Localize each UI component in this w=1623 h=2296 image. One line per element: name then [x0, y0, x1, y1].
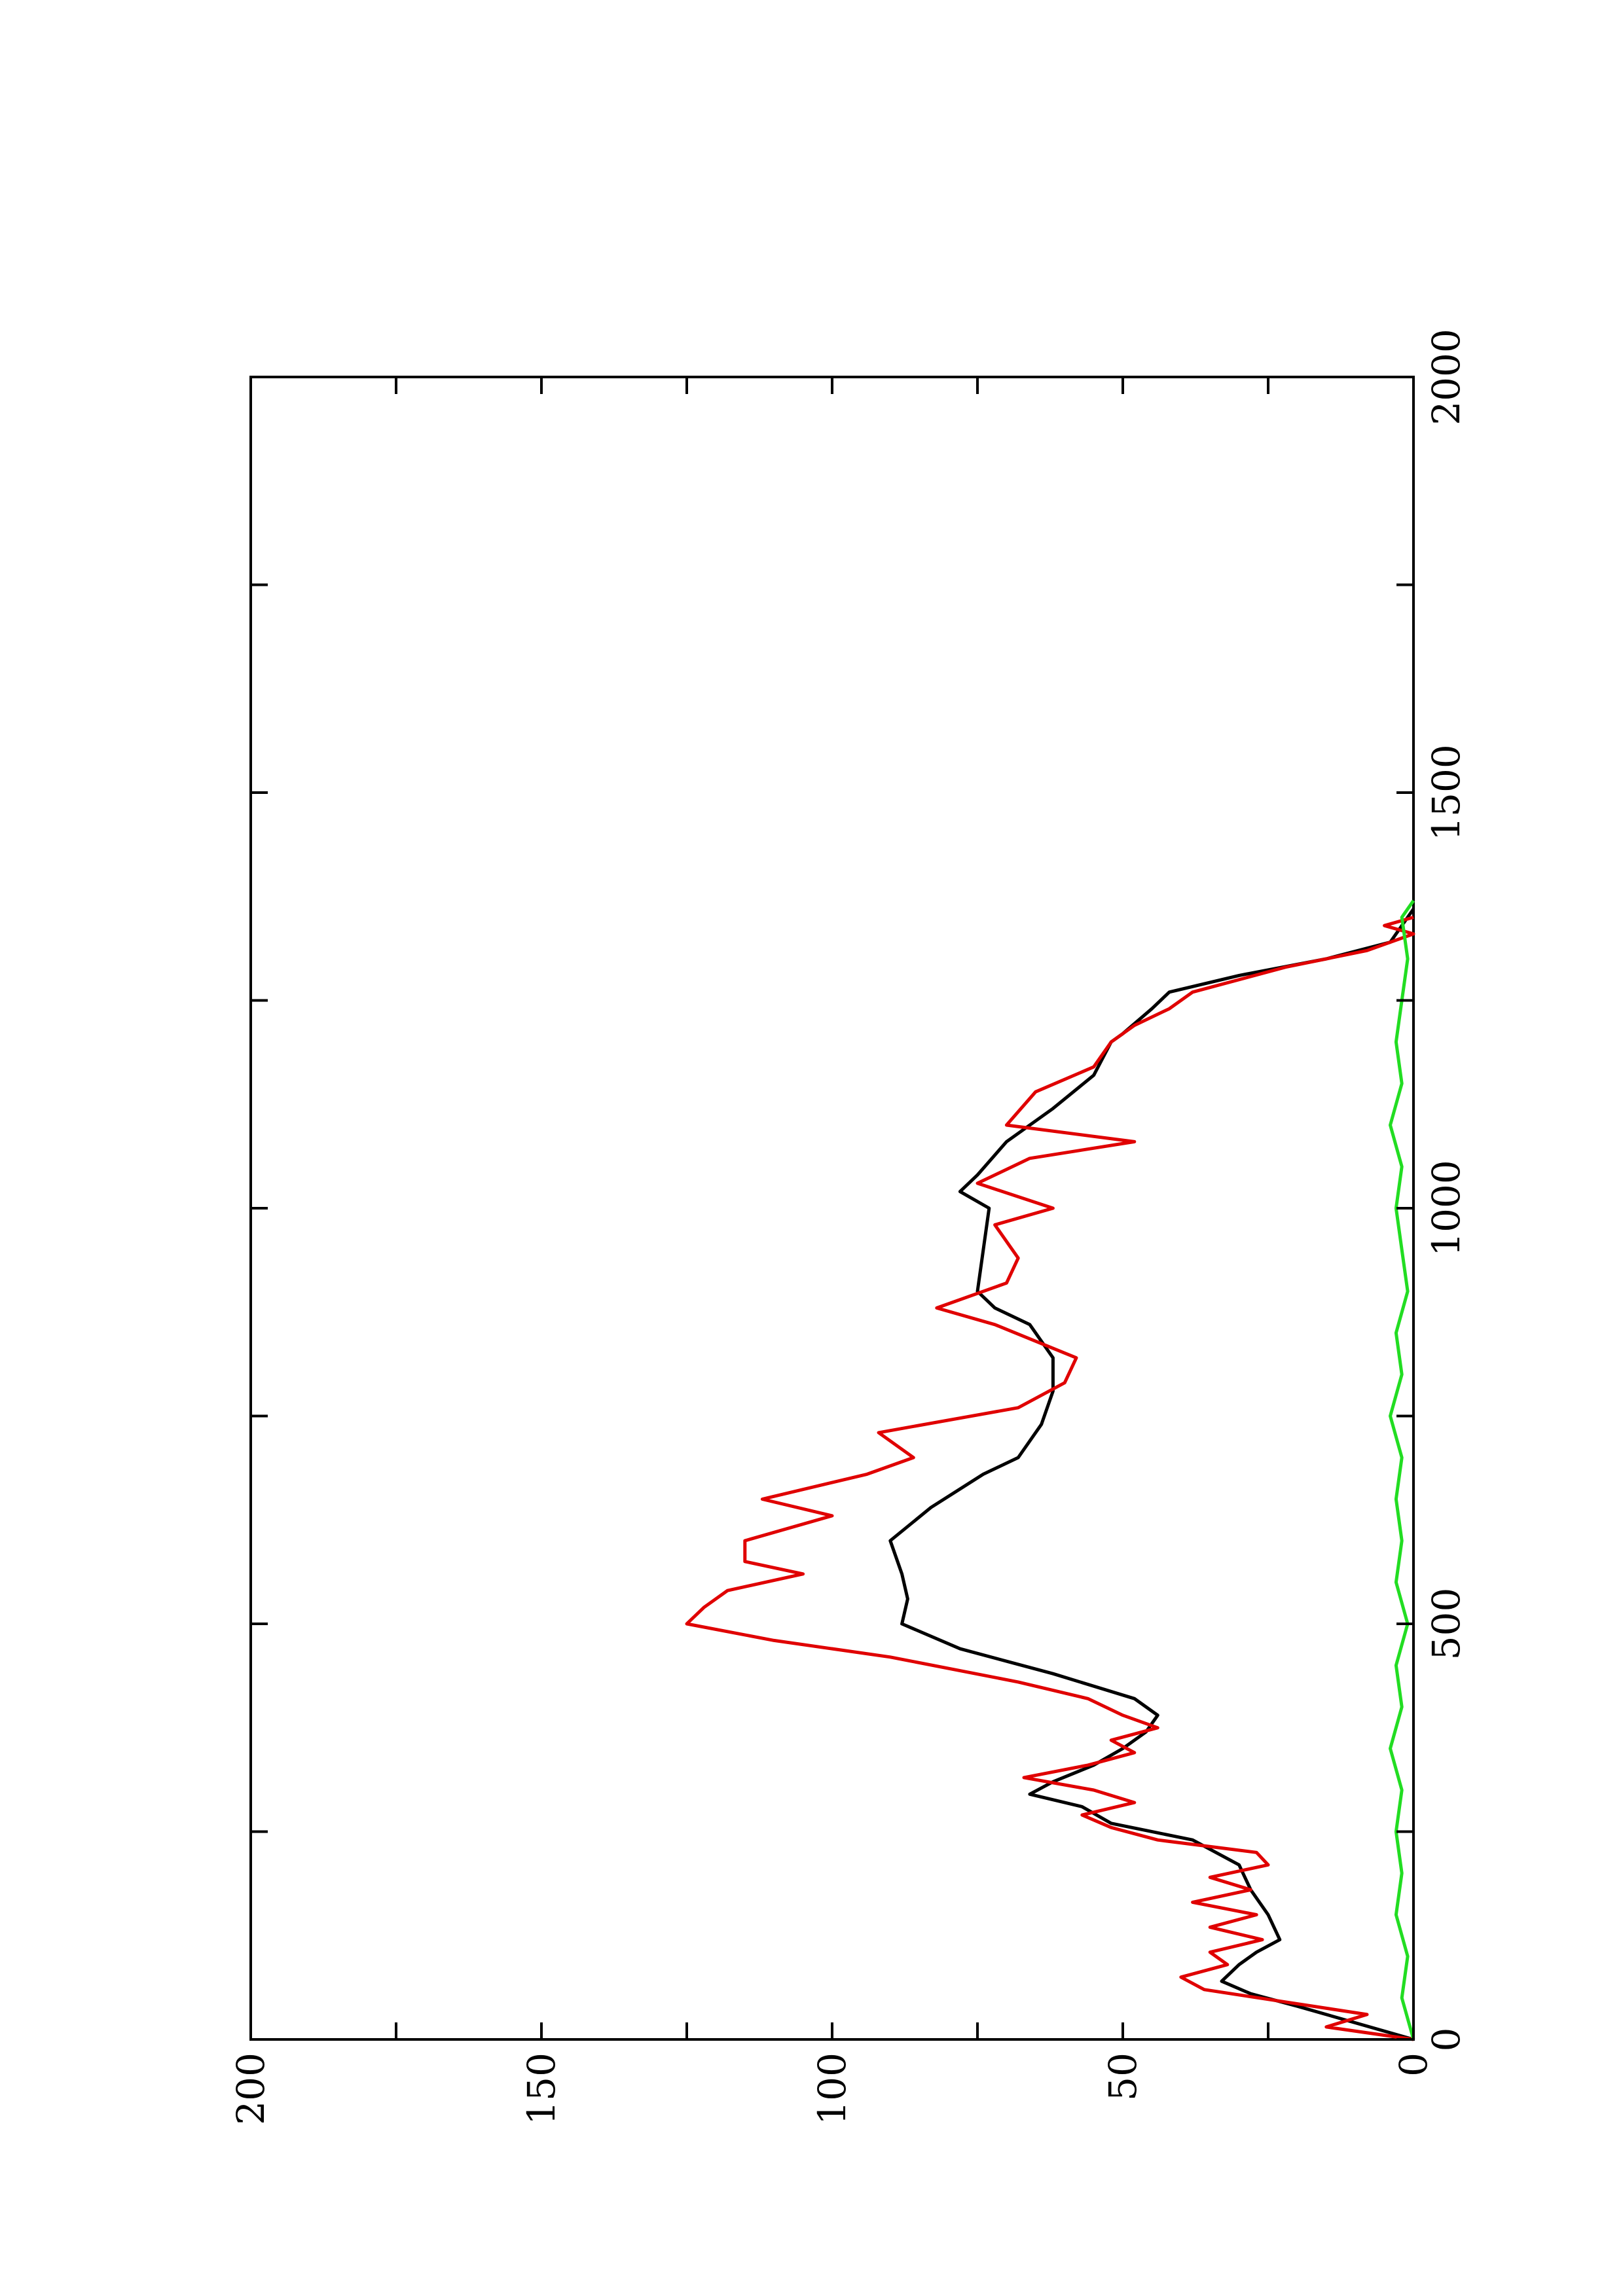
x-tick-label: 0 [1424, 2028, 1468, 2052]
x-tick-label: 2000 [1424, 329, 1468, 425]
x-tick-label: 1500 [1424, 744, 1468, 841]
ticks-layer [249, 376, 1415, 2041]
series-layer [685, 899, 1415, 2041]
tick-labels-layer: 0 500 1000 1500 2000 0 50 100 150 200 [228, 329, 1468, 2125]
y-tick-label: 100 [810, 2053, 854, 2125]
y-tick-label: 200 [228, 2053, 273, 2125]
y-tick-label: 150 [519, 2053, 564, 2125]
x-tick-label: 1000 [1424, 1160, 1468, 1257]
x-tick-label: 500 [1424, 1588, 1468, 1660]
series-line-1 [888, 908, 1415, 2041]
plot-frame [249, 376, 1415, 2041]
series-line-2 [685, 916, 1415, 2041]
plot-area: 0 500 1000 1500 2000 0 50 100 150 200 [228, 329, 1468, 2125]
series-line-3 [1389, 899, 1415, 2040]
y-tick-label: 0 [1391, 2053, 1436, 2077]
y-tick-label: 50 [1101, 2053, 1145, 2101]
